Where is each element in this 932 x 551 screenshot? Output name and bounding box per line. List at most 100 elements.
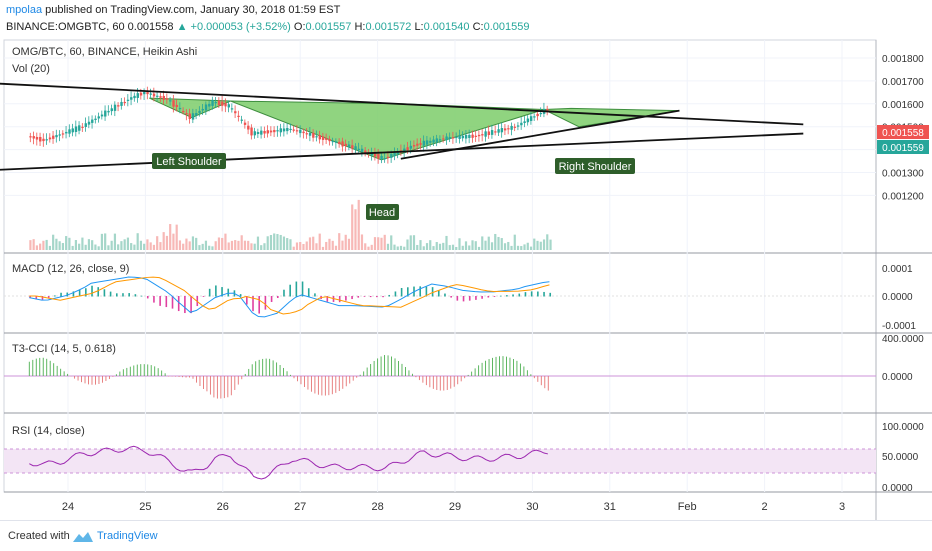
candle-body [419,143,422,145]
candle-body [42,138,45,142]
candle-body [490,130,494,135]
volume-bar [165,235,169,250]
macd-histogram-bar [462,296,465,302]
volume-bar [526,242,529,250]
candle-body [464,134,468,139]
chart-header: mpolaa published on TradingView.com, Jan… [0,0,932,38]
macd-histogram-bar [66,292,69,297]
candle-body [526,118,530,123]
volume-bar [448,245,451,250]
macd-histogram-bar [468,296,471,301]
volume-bar [412,235,416,250]
candle-body [422,140,426,146]
volume-bar [198,245,201,250]
volume-bar [445,235,448,250]
macd-histogram-bar [493,296,496,297]
time-tick-label: 31 [604,501,616,513]
macd-histogram-bar [376,296,378,298]
candle-body [217,100,221,106]
candle-body [448,137,452,139]
macd-histogram-bar [72,291,75,297]
macd-tick-label: 0.0001 [882,264,913,275]
candle-body [35,136,39,140]
candle-body [204,104,208,111]
macd-histogram-bar [543,291,545,297]
right-shoulder-label[interactable]: Right Shoulder [555,158,635,174]
candle-body [351,145,354,149]
macd-histogram-bar [530,291,533,297]
price-tick-label: 0.001700 [882,77,924,88]
candle-body [383,158,387,160]
volume-bar [341,240,344,250]
candle-body [156,95,159,97]
candle-body [191,113,195,120]
left-shoulder-label[interactable]: Left Shoulder [152,153,226,169]
volume-bar [419,240,422,250]
macd-histogram-bar [338,296,341,303]
macd-histogram-bar [215,285,217,297]
candle-body [256,132,260,134]
volume-bar [152,244,156,250]
candle-body [266,130,270,134]
candle-body [195,112,198,116]
macd-histogram-bar [394,291,397,297]
candle-body [263,130,266,134]
candle-body [133,95,136,99]
macd-histogram-bar [481,296,483,299]
volume-bar [542,239,546,250]
rsi-band [4,449,876,473]
open-label: O: [293,21,306,33]
macd-histogram-bar [29,296,31,299]
candle-body [273,129,276,133]
author-link[interactable]: mpolaa [6,4,43,16]
trend-line [400,109,680,160]
trend-line [0,132,804,171]
rsi-tick-label: 0.0000 [882,483,913,494]
macd-tick-label: 0.0000 [882,292,913,303]
candle-body [458,135,461,139]
tradingview-logo-icon[interactable] [72,530,94,544]
volume-bar [195,237,198,250]
rsi-plot [4,445,876,480]
candle-body [442,138,445,140]
price-change: ▲ +0.000053 (+3.52%) [176,21,291,33]
macd-histogram-bar [289,284,291,297]
volume-bar [425,243,429,250]
volume-bar [549,239,552,250]
volume-bar [468,245,471,250]
macd-histogram-bar [91,285,93,297]
candle-body [529,116,533,121]
macd-histogram-bar [35,296,38,300]
macd-histogram-bar [159,296,161,306]
candle-body [143,91,146,95]
macd-histogram-bar [177,296,180,312]
candle-body [234,111,237,114]
candle-body [120,101,123,106]
macd-histogram-bar [97,287,100,297]
candle-body [520,122,523,126]
volume-bar [484,240,487,250]
candle-body [477,134,481,137]
price-tick-label: 0.001200 [882,191,924,202]
volume-bar [494,233,497,250]
volume-bar [211,246,214,250]
price-tick-label: 0.001600 [882,100,924,111]
candle-body [484,131,487,137]
chart-area[interactable]: 24 25 26 27 28 29 30 31 Feb 2 3 0.001800 0.001700 0.0… [0,38,932,520]
candle-body [338,141,341,145]
price-tag-red: 0.001558 [877,125,929,139]
cci-plot [4,355,876,399]
candle-body [386,156,390,159]
volume-bar [344,234,347,250]
volume-bar [386,243,390,250]
volume-bar [477,246,481,250]
candle-body [357,148,361,150]
candle-body [175,104,178,108]
volume-bar [29,240,32,250]
candle-body [503,128,507,131]
candle-body [45,139,48,141]
head-label[interactable]: Head [366,204,399,220]
tradingview-link[interactable]: TradingView [97,530,158,542]
candle-body [510,125,513,130]
candle-body [178,107,182,110]
